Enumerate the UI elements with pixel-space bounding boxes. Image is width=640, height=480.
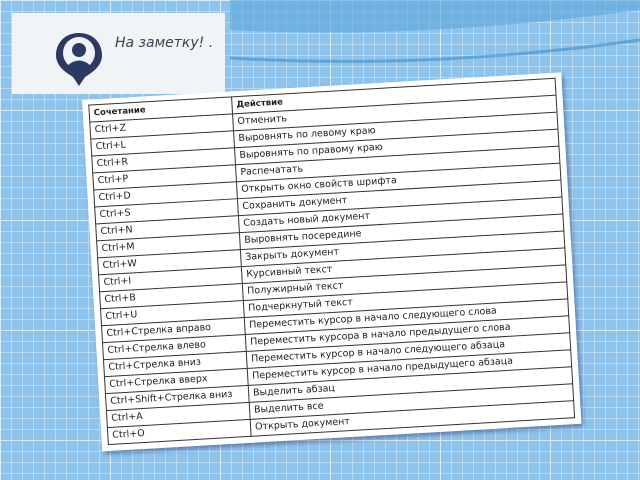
logo-text: На заметку! . xyxy=(115,35,214,51)
shortcuts-table-image: Сочетание Действие Ctrl+Z Отменить Ctrl+L В… xyxy=(82,72,582,452)
shortcuts-table: Сочетание Действие Ctrl+Z Отменить Ctrl+L В… xyxy=(88,78,575,445)
logo: На заметку! . xyxy=(12,13,225,94)
background-wave xyxy=(229,0,640,63)
person-pin-icon xyxy=(56,33,102,86)
